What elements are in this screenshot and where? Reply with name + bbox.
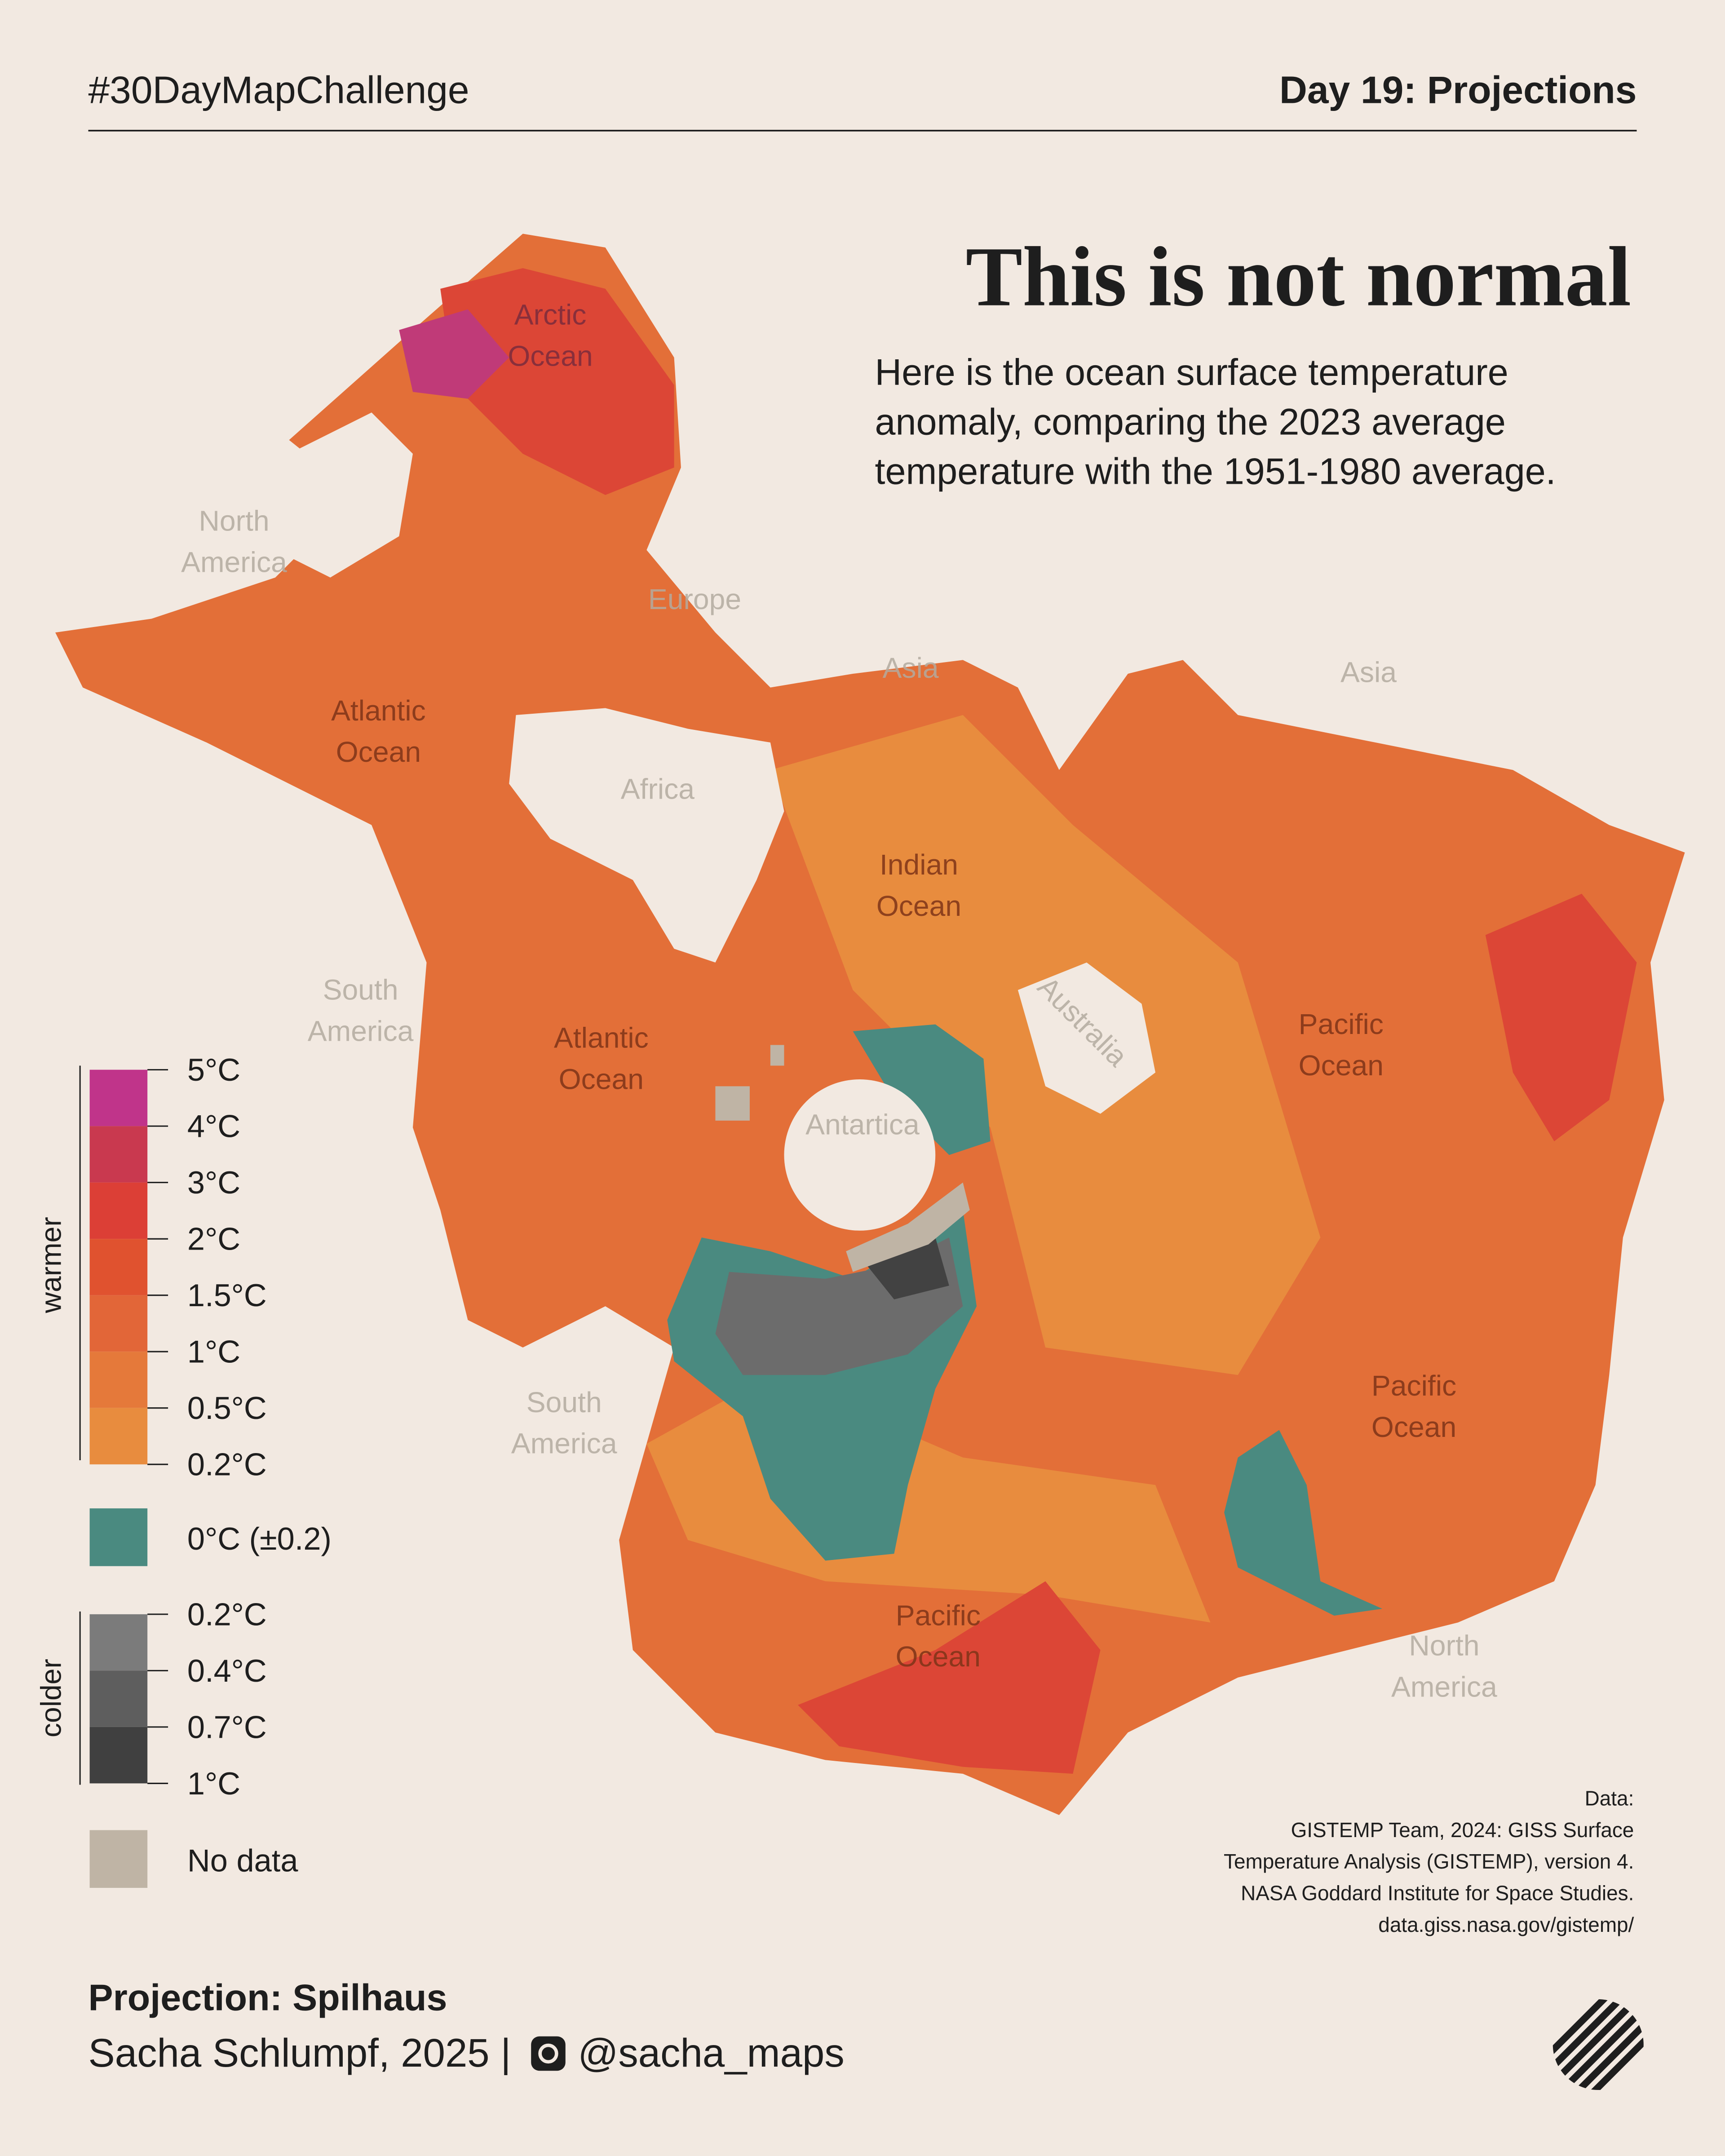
map-label: Ocean bbox=[559, 1063, 644, 1095]
map-label: Africa bbox=[621, 773, 695, 805]
source-line: Data: bbox=[1585, 1786, 1634, 1810]
legend: warmer 5°C 4°C 3°C 2°C 1.5°C 1°C 0.5°C 0.2°C 0°… bbox=[35, 1052, 332, 1888]
map-label: America bbox=[1391, 1671, 1497, 1703]
map-label: Europe bbox=[648, 583, 741, 615]
source-line: Temperature Analysis (GISTEMP), version … bbox=[1224, 1850, 1634, 1873]
instagram-icon bbox=[531, 2036, 566, 2071]
legend-label: 0.7°C bbox=[187, 1709, 267, 1745]
legend-swatch bbox=[89, 1182, 148, 1239]
legend-label: 0.2°C bbox=[187, 1596, 267, 1632]
legend-swatch bbox=[89, 1126, 148, 1183]
legend-label: 1°C bbox=[187, 1766, 240, 1801]
ocean bbox=[55, 234, 1685, 1815]
source-line: NASA Goddard Institute for Space Studies… bbox=[1241, 1882, 1634, 1905]
title: This is not normal bbox=[966, 230, 1632, 324]
subtitle-line: temperature with the 1951-1980 average. bbox=[875, 451, 1556, 492]
legend-label: 0°C (±0.2) bbox=[187, 1521, 332, 1556]
colder-zone bbox=[867, 1237, 949, 1299]
legend-label: 3°C bbox=[187, 1165, 240, 1200]
legend-swatch bbox=[89, 1830, 148, 1888]
hashtag: #30DayMapChallenge bbox=[88, 69, 469, 112]
legend-label: 0.4°C bbox=[187, 1653, 267, 1688]
legend-ticks: 0.2°C 0.4°C 0.7°C 1°C bbox=[147, 1596, 267, 1801]
legend-swatch bbox=[89, 1408, 148, 1465]
map-label: America bbox=[308, 1015, 414, 1047]
legend-label: No data bbox=[187, 1842, 298, 1878]
map-label: Pacific bbox=[896, 1599, 981, 1631]
map-label: Pacific bbox=[1371, 1370, 1456, 1402]
map-label: Atlantic bbox=[554, 1022, 649, 1054]
legend-label: 5°C bbox=[187, 1052, 240, 1087]
legend-label: 0.2°C bbox=[187, 1447, 267, 1482]
map-label: Asia bbox=[883, 652, 939, 684]
extreme-zone bbox=[399, 309, 509, 399]
map-label: Arctic bbox=[514, 298, 587, 331]
antarctica bbox=[784, 1079, 936, 1231]
day-label: Day 19: Projections bbox=[1279, 69, 1637, 112]
map: Arctic Ocean North America Europe Atlantic Oce… bbox=[55, 234, 1685, 1815]
legend-ticks: 5°C 4°C 3°C 2°C 1.5°C 1°C 0.5°C 0.2°C bbox=[147, 1052, 267, 1482]
source: Data: GISTEMP Team, 2024: GISS Surface Tem… bbox=[1224, 1786, 1634, 1936]
legend-swatch bbox=[89, 1239, 148, 1295]
legend-group-label: colder bbox=[35, 1659, 67, 1737]
legend-label: 1°C bbox=[187, 1334, 240, 1370]
source-line: GISTEMP Team, 2024: GISS Surface bbox=[1291, 1818, 1634, 1842]
legend-swatch bbox=[89, 1295, 148, 1352]
legend-swatch bbox=[89, 1670, 148, 1727]
map-label: Indian bbox=[880, 848, 958, 881]
map-labels: Arctic Ocean North America Europe Atlantic Oce… bbox=[181, 298, 1497, 1703]
hot-zone bbox=[440, 268, 1637, 1774]
legend-group-label: warmer bbox=[35, 1217, 67, 1313]
map-label: Ocean bbox=[1371, 1411, 1456, 1443]
map-label: North bbox=[199, 505, 269, 537]
legend-swatch bbox=[89, 1727, 148, 1784]
projection: Projection: Spilhaus bbox=[88, 1977, 447, 2019]
legend-label: 2°C bbox=[187, 1221, 240, 1257]
legend-label: 4°C bbox=[187, 1109, 240, 1144]
instagram-icon-lens bbox=[538, 2043, 558, 2064]
map-label: Ocean bbox=[336, 736, 421, 768]
map-label: Pacific bbox=[1299, 1008, 1384, 1040]
map-label: Antartica bbox=[805, 1109, 920, 1141]
map-label: America bbox=[511, 1427, 617, 1460]
australia bbox=[1017, 962, 1156, 1114]
legend-label: 0.5°C bbox=[187, 1390, 267, 1426]
map-label: South bbox=[323, 974, 398, 1006]
neutral-zone bbox=[667, 1024, 1383, 1616]
map-label: Ocean bbox=[876, 890, 961, 922]
subtitle-line: Here is the ocean surface temperature bbox=[875, 351, 1508, 393]
map-label: Atlantic bbox=[331, 694, 426, 727]
author: Sacha Schlumpf, 2025 | bbox=[88, 2031, 511, 2075]
map-label: America bbox=[181, 546, 287, 578]
source-line: data.giss.nasa.gov/gistemp/ bbox=[1378, 1913, 1634, 1936]
map-label: Ocean bbox=[1299, 1049, 1384, 1082]
map-label: Ocean bbox=[896, 1640, 981, 1673]
legend-swatch bbox=[89, 1508, 148, 1566]
legend-swatch bbox=[89, 1614, 148, 1671]
map-label: Asia bbox=[1340, 656, 1397, 688]
africa bbox=[509, 708, 784, 963]
map-label: North bbox=[1409, 1630, 1479, 1662]
map-label: South bbox=[526, 1386, 602, 1418]
legend-swatch bbox=[89, 1352, 148, 1408]
legend-label: 1.5°C bbox=[187, 1277, 267, 1313]
map-label: Ocean bbox=[508, 340, 593, 372]
handle: @sacha_maps bbox=[578, 2031, 844, 2075]
legend-swatch bbox=[89, 1069, 148, 1127]
north-america-land bbox=[275, 412, 413, 578]
subtitle-line: anomaly, comparing the 2023 average bbox=[875, 401, 1506, 442]
